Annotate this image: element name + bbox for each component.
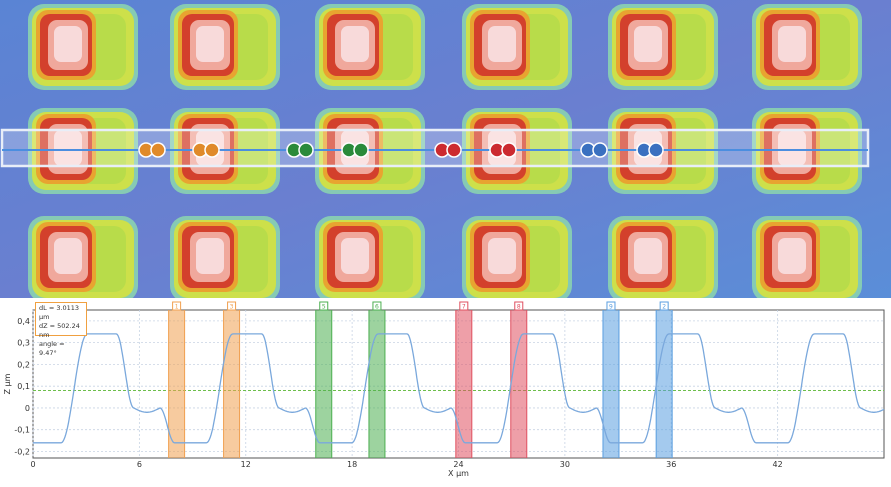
cursor-marker-pair[interactable] [434,142,462,158]
height-map-cell [608,216,718,298]
height-map-cell [462,216,572,298]
cursor-marker-pair[interactable] [489,142,517,158]
cursor-tag [514,301,524,311]
profile-chart-panel: 1 3 5 6 7 8 9 2 0 6 12 18 24 30 36 42 0,4 0,3 0,2 0,1 0 -0,1 -… [0,298,891,487]
y-tick-label: 0,1 [17,382,30,391]
cursor-tag [372,301,382,311]
measurement-dz: dZ = 502.24 nm [39,322,80,339]
cursor-label: 1 [175,304,179,311]
y-tick-label: 0,3 [17,339,30,348]
cursor-tag [659,301,669,311]
cursor-band-8[interactable]: 8 [510,301,528,458]
y-tick-label: 0,2 [17,360,30,369]
cursor-tag [172,301,182,311]
cursor-tag [227,301,237,311]
x-tick-label: 42 [773,460,783,469]
cursor-tag [459,301,469,311]
height-map-cell [170,4,280,90]
cursor-label: 5 [322,304,326,311]
height-map-cell [315,4,425,90]
measurement-angle: angle = 9.47° [39,340,65,357]
cursor-label: 3 [230,304,234,311]
cursor-band-2[interactable]: 2 [655,301,673,458]
profile-chart: 1 3 5 6 7 8 9 2 0 6 12 18 24 30 36 42 0,4 0,3 0,2 0,1 0 -0,1 -… [3,301,885,478]
cursor-tag [319,301,329,311]
cursor-marker-pair[interactable] [636,142,664,158]
cursor-marker-pair[interactable] [580,142,608,158]
y-tick-label: 0,4 [17,317,30,326]
x-tick-label: 30 [560,460,570,469]
cursor-label: 7 [462,304,466,311]
profile-series-line [33,333,885,444]
cursor-label: 8 [517,304,521,311]
y-axis-label: Z µm [3,373,12,394]
cursor-marker-pair[interactable] [192,142,220,158]
cursor-tag [606,301,616,311]
y-tick-label: -0,2 [14,447,30,456]
height-map-image[interactable] [0,0,891,298]
y-tick-label: -0,1 [14,426,30,435]
measurement-info-box[interactable]: dL = 3.0113 µm dZ = 502.24 nm angle = 9.… [35,302,87,357]
cursor-marker-pair[interactable] [341,142,369,158]
cursor-label: 9 [609,304,613,311]
cursor-band-7[interactable]: 7 [455,301,473,458]
x-tick-label: 18 [347,460,357,469]
cursor-band-5[interactable]: 5 [315,301,333,458]
height-map-cell [170,216,280,298]
cursor-marker-pair[interactable] [286,142,314,158]
height-map-cell [28,4,138,90]
cursor-label: 2 [662,304,666,311]
x-tick-label: 24 [453,460,463,469]
x-tick-label: 6 [137,460,142,469]
height-map-cell [608,4,718,90]
x-tick-label: 0 [30,460,35,469]
cursor-marker-pair[interactable] [138,142,166,158]
height-map-cell [752,4,862,90]
height-map-cell [28,216,138,298]
cursor-label: 6 [375,304,379,311]
height-map-cell [752,216,862,298]
cursor-band-6[interactable]: 6 [368,301,386,458]
cursor-band-1[interactable]: 1 [168,301,186,458]
measurement-dl: dL = 3.0113 µm [39,304,80,321]
height-map-cell [462,4,572,90]
cursor-band-9[interactable]: 9 [602,301,620,458]
x-tick-label: 36 [666,460,676,469]
height-map-panel[interactable] [0,0,891,298]
x-axis-label: X µm [448,469,469,478]
x-tick-label: 12 [241,460,251,469]
y-tick-label: 0 [25,404,30,413]
cursor-band-3[interactable]: 3 [223,301,241,458]
height-map-cell [315,216,425,298]
